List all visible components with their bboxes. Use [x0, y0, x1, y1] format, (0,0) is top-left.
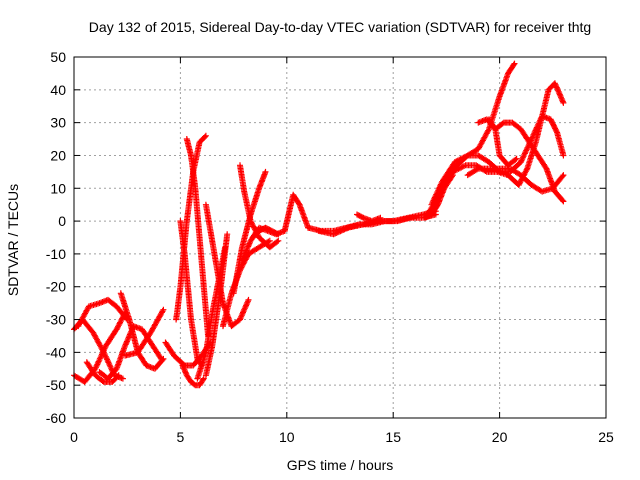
series-track-10: [177, 218, 205, 369]
x-tick-label: 25: [598, 429, 614, 445]
series-markers: [424, 60, 518, 218]
y-tick-label: 10: [50, 180, 66, 196]
x-axis-label: GPS time / hours: [287, 457, 394, 473]
series-markers: [177, 218, 205, 369]
series-track-11: [179, 362, 207, 389]
series-track-26: [424, 60, 518, 218]
series-markers: [486, 116, 520, 169]
data-layer: [71, 60, 567, 389]
series-markers: [315, 208, 439, 238]
x-tick-label: 20: [492, 429, 508, 445]
series-markers: [230, 168, 269, 297]
x-tick-label: 5: [177, 429, 185, 445]
axis-ticks: 0 5 10 15 20 25 -60 -50 -40 -30 -20 -10 0 10 20 30 40 50: [46, 49, 614, 445]
y-tick-label: -60: [46, 410, 66, 426]
series-track-21: [281, 191, 312, 234]
y-tick-label: 20: [50, 147, 66, 163]
series-markers: [281, 191, 312, 234]
y-tick-label: 0: [58, 213, 66, 229]
y-tick-label: -20: [46, 279, 66, 295]
series-track-23: [315, 208, 439, 238]
y-tick-label: -50: [46, 377, 66, 393]
x-tick-label: 15: [385, 429, 401, 445]
y-tick-label: -40: [46, 344, 66, 360]
series-track-6: [117, 290, 167, 372]
plot-frame: [73, 56, 607, 419]
y-tick-label: 50: [50, 49, 66, 65]
series-markers: [117, 290, 167, 372]
series-track-31: [486, 116, 520, 169]
series-markers: [464, 165, 567, 195]
y-tick-label: 40: [50, 82, 66, 98]
series-track-12: [183, 136, 212, 339]
grid-lines: [74, 57, 606, 418]
y-tick-label: 30: [50, 115, 66, 131]
series-markers: [183, 136, 212, 339]
y-tick-label: -30: [46, 312, 66, 328]
series-markers: [202, 201, 252, 330]
chart-title: Day 132 of 2015, Sidereal Day-to-day VTE…: [89, 19, 591, 35]
series-track-15: [202, 201, 252, 330]
series-track-29: [464, 165, 567, 195]
series-track-3: [75, 296, 131, 330]
series-markers: [122, 306, 167, 359]
series-markers: [354, 211, 384, 225]
y-tick-label: -10: [46, 246, 66, 262]
series-track-24: [354, 211, 384, 225]
series-track-20: [249, 224, 282, 241]
series-markers: [179, 362, 207, 389]
series-track-7: [122, 306, 167, 359]
x-tick-label: 0: [70, 429, 78, 445]
y-axis-label: SDTVAR / TECUs: [5, 184, 21, 296]
series-markers: [249, 224, 282, 241]
series-markers: [83, 359, 122, 385]
series-markers: [75, 296, 131, 330]
x-tick-label: 10: [279, 429, 295, 445]
series-track-17: [230, 168, 269, 297]
series-track-4: [83, 359, 122, 385]
